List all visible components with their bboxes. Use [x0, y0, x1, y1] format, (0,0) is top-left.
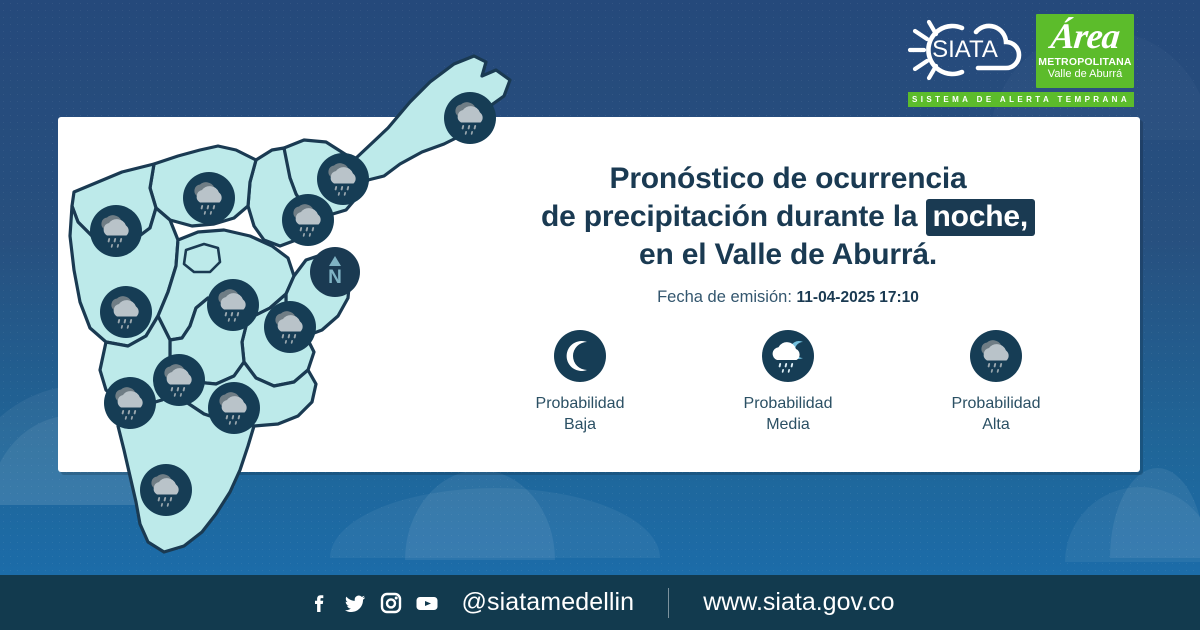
map-marker-copacabana	[282, 194, 334, 246]
cloud-moon-rain-icon	[762, 330, 814, 382]
map-marker-girardota	[317, 153, 369, 205]
title-line-2-text: de precipitación durante la	[541, 200, 918, 233]
legend-item-media: Probabilidad Media	[713, 330, 863, 435]
map-marker-la-estrella	[104, 377, 156, 429]
legend-label-media: Probabilidad Media	[744, 393, 833, 435]
map-marker-envigado	[264, 301, 316, 353]
map-marker-caldas	[140, 464, 192, 516]
social-icons	[306, 590, 440, 616]
map-marker-itagui	[153, 354, 205, 406]
area-metropolitana-line2: Valle de Aburrá	[1047, 68, 1123, 80]
forecast-panel: Pronóstico de ocurrencia de precipitació…	[468, 160, 1108, 307]
logo-group: SIATA Área METROPOLITANA Valle de Aburrá	[902, 14, 1134, 88]
compass-rose: N	[310, 247, 360, 297]
legend-baja-line1: Probabilidad	[535, 395, 625, 412]
siata-logo-text: SIATA	[932, 36, 998, 63]
area-metropolitana-logo: Área METROPOLITANA Valle de Aburrá	[1036, 14, 1134, 88]
area-metropolitana-script: Área	[1048, 16, 1122, 56]
compass-circle	[310, 247, 360, 297]
issue-date-value: 11-04-2025 17:10	[796, 289, 919, 306]
website-url[interactable]: www.siata.gov.co	[703, 588, 895, 616]
legend-label-alta: Probabilidad Alta	[952, 393, 1041, 435]
map-marker-bello	[90, 205, 142, 257]
twitter-icon[interactable]	[342, 590, 368, 616]
map-marker-medellin	[207, 279, 259, 331]
issue-date-label: Fecha de emisión:	[657, 288, 792, 306]
legend-label-baja: Probabilidad Baja	[536, 393, 625, 435]
map-marker-barbosa	[444, 92, 496, 144]
page-title: Pronóstico de ocurrencia de precipitació…	[468, 160, 1108, 274]
probability-legend: Probabilidad Baja Probabilidad Media	[468, 330, 1108, 435]
facebook-icon[interactable]	[306, 590, 332, 616]
sistema-alerta-temprana-text: SISTEMA DE ALERTA TEMPRANA	[911, 95, 1131, 104]
legend-baja-line2: Baja	[563, 416, 596, 433]
title-line-3: en el Valle de Aburrá.	[639, 238, 937, 271]
social-handle[interactable]: @siatamedellin	[461, 588, 635, 616]
legend-alta-line1: Probabilidad	[951, 395, 1041, 412]
sistema-alerta-temprana-strip: SISTEMA DE ALERTA TEMPRANA	[908, 92, 1134, 107]
issue-date: Fecha de emisión: 11-04-2025 17:10	[468, 288, 1108, 307]
map-marker-sabaneta	[208, 382, 260, 434]
compass-label: N	[328, 267, 342, 288]
footer-bar: @siatamedellin www.siata.gov.co	[0, 575, 1200, 630]
footer-divider	[668, 587, 670, 618]
youtube-icon[interactable]	[414, 590, 440, 616]
legend-alta-line2: Alta	[982, 416, 1010, 433]
valle-de-aburra-map: N	[58, 40, 558, 580]
map-marker-san-jeronimo	[100, 286, 152, 338]
legend-media-line2: Media	[766, 416, 810, 433]
map-marker-san-pedro	[183, 172, 235, 224]
siata-logo: SIATA	[902, 14, 1030, 86]
legend-item-alta: Probabilidad Alta	[921, 330, 1071, 435]
title-line-2: de precipitación durante la noche,	[468, 198, 1108, 236]
area-metropolitana-line1: METROPOLITANA	[1038, 56, 1132, 68]
title-line-1: Pronóstico de ocurrencia	[609, 162, 967, 195]
cloud-rain-icon	[970, 330, 1022, 382]
instagram-icon[interactable]	[378, 590, 404, 616]
legend-media-line1: Probabilidad	[743, 395, 833, 412]
moon-icon	[554, 330, 606, 382]
title-highlight-noche: noche,	[925, 199, 1035, 236]
legend-item-baja: Probabilidad Baja	[505, 330, 655, 435]
compass-needle	[329, 256, 341, 266]
